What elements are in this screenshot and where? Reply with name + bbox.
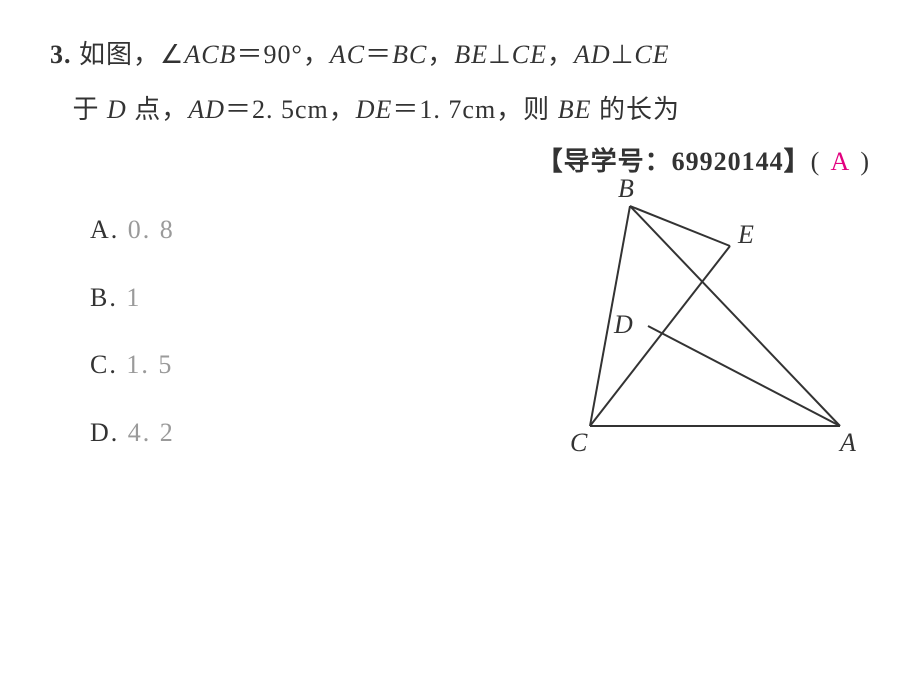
- choice-d: D. 4. 2: [90, 399, 175, 467]
- lparen: (: [811, 147, 821, 176]
- figure-svg: [550, 176, 890, 466]
- guide-row: 【导学号：69920144】(A): [50, 141, 870, 178]
- answer-letter: A: [820, 147, 860, 177]
- dev: ＝1. 7cm，则: [392, 95, 557, 124]
- de: DE: [356, 95, 393, 124]
- eq1: ＝: [365, 40, 392, 69]
- c2: ，: [547, 40, 574, 69]
- perp1: ⊥: [488, 40, 512, 69]
- choice-c-label: C.: [90, 350, 126, 379]
- edge-da: [648, 326, 840, 426]
- line2b: 点，: [127, 95, 189, 124]
- rparen: ): [860, 147, 870, 176]
- edge-be: [630, 206, 730, 246]
- angle-symbol: ∠: [160, 40, 184, 69]
- choice-c: C. 1. 5: [90, 331, 175, 399]
- choice-c-value: 1. 5: [126, 350, 173, 379]
- choice-d-label: D.: [90, 418, 128, 447]
- ce: CE: [512, 40, 547, 69]
- label-d: D: [614, 310, 633, 340]
- label-c: C: [570, 428, 587, 458]
- d-pt: D: [107, 95, 127, 124]
- label-b: B: [618, 174, 634, 204]
- adv: ＝2. 5cm，: [225, 95, 356, 124]
- c1: ，: [427, 40, 454, 69]
- ad: AD: [574, 40, 611, 69]
- edge-ce: [590, 246, 730, 426]
- ce2: CE: [634, 40, 669, 69]
- tail: 的长为: [591, 95, 680, 124]
- guide-label: 【导学号：69920144】: [537, 147, 811, 176]
- line2a: 于: [73, 95, 108, 124]
- question-number: 3.: [50, 40, 72, 69]
- choice-b-label: B.: [90, 283, 126, 312]
- label-e: E: [738, 220, 754, 250]
- stem-text: 如图，: [72, 40, 161, 69]
- ad2: AD: [188, 95, 225, 124]
- choice-d-value: 4. 2: [128, 418, 175, 447]
- choice-a: A. 0. 8: [90, 196, 175, 264]
- be: BE: [454, 40, 488, 69]
- choice-a-label: A.: [90, 215, 128, 244]
- choice-b-value: 1: [126, 283, 141, 312]
- choices: A. 0. 8 B. 1 C. 1. 5 D. 4. 2: [90, 196, 175, 466]
- ac: AC: [330, 40, 365, 69]
- be2: BE: [558, 95, 592, 124]
- acb: ACB: [184, 40, 236, 69]
- eq90: ＝90°，: [236, 40, 329, 69]
- edge-ab: [630, 206, 840, 426]
- question-stem: 3. 如图，∠ACB＝90°，AC＝BC，BE⊥CE，AD⊥CE 于 D 点，A…: [50, 28, 870, 137]
- perp2: ⊥: [611, 40, 635, 69]
- label-a: A: [840, 428, 856, 458]
- bc: BC: [392, 40, 427, 69]
- choice-b: B. 1: [90, 264, 175, 332]
- choice-a-value: 0. 8: [128, 215, 175, 244]
- geometry-figure: B E D C A: [550, 176, 890, 466]
